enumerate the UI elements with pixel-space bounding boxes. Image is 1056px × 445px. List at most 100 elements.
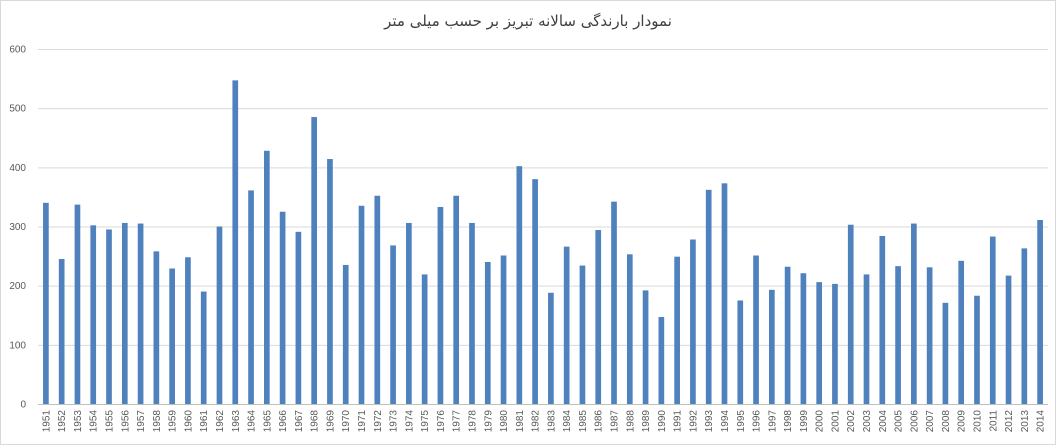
x-tick-label: 1978 [467, 410, 478, 433]
x-tick-label: 1977 [452, 410, 463, 433]
x-tick-label: 1959 [168, 410, 179, 433]
x-tick-label: 2007 [925, 410, 936, 433]
x-tick-label: 1965 [262, 410, 273, 433]
x-tick-label: 2003 [862, 410, 873, 433]
x-tick-label: 1987 [610, 410, 621, 433]
x-tick-label: 1982 [531, 410, 542, 433]
y-axis-tick-labels: 0 100 200 300 400 500 600 [9, 45, 26, 411]
bar-1952 [58, 259, 65, 404]
bar-2007 [926, 267, 933, 404]
x-axis-tick-labels: 1951 1952 1953 1954 1955 1956 1957 1958 1959 1960… [41, 410, 1046, 433]
x-tick-label: 2005 [894, 410, 905, 433]
bar-1974 [406, 222, 412, 404]
x-tick-label: 1984 [562, 410, 573, 433]
x-tick-label: 1956 [120, 410, 131, 433]
bar-1989 [642, 290, 649, 404]
x-tick-label: 1964 [247, 410, 258, 433]
x-tick-label: 1976 [436, 410, 447, 433]
x-tick-label: 2002 [846, 410, 857, 433]
x-tick-label: 1969 [325, 410, 336, 433]
bar-2006 [911, 223, 917, 404]
bar-1951 [43, 202, 49, 404]
bar-1973 [390, 245, 396, 404]
x-tick-label: 1985 [578, 410, 589, 433]
x-tick-label: 1996 [752, 410, 763, 433]
x-tick-label: 1980 [499, 410, 510, 433]
bar-1988 [626, 254, 633, 404]
x-tick-label: 1968 [310, 410, 321, 433]
x-tick-label: 1961 [199, 410, 210, 433]
bar-1967 [295, 231, 302, 404]
bars [43, 80, 1043, 405]
bar-1954 [90, 225, 97, 404]
x-tick-label: 1973 [389, 410, 400, 433]
bar-1961 [200, 291, 207, 404]
bar-1963 [232, 80, 239, 405]
bar-1966 [279, 211, 286, 404]
x-tick-label: 2001 [830, 410, 841, 433]
bar-1984 [563, 246, 570, 404]
bar-2001 [832, 283, 838, 404]
bar-1994 [721, 183, 728, 404]
x-tick-label: 1986 [594, 410, 605, 433]
x-tick-label: 1970 [341, 410, 352, 433]
bar-2004 [879, 235, 886, 404]
x-tick-label: 1966 [278, 410, 289, 433]
bar-1962 [216, 226, 223, 404]
bar-1993 [705, 189, 712, 404]
bar-2011 [989, 236, 996, 404]
bar-1955 [106, 229, 112, 404]
x-tick-label: 1954 [89, 410, 100, 433]
bar-1990 [658, 317, 665, 404]
bar-2003 [863, 274, 870, 404]
x-tick-label: 1952 [57, 410, 68, 433]
bar-1985 [579, 265, 586, 404]
x-tick-label: 1974 [404, 410, 415, 433]
bar-1980 [500, 255, 507, 404]
bar-1992 [690, 239, 696, 404]
x-tick-label: 1962 [215, 410, 226, 433]
x-tick-label: 2004 [878, 410, 889, 433]
x-tick-label: 2014 [1036, 410, 1047, 433]
bar-2005 [895, 266, 901, 404]
x-tick-label: 1967 [294, 410, 305, 433]
bar-2009 [958, 260, 965, 404]
bar-1983 [548, 292, 554, 404]
y-tick-label: 500 [9, 104, 26, 115]
bar-1969 [327, 159, 333, 404]
bar-1991 [674, 256, 680, 404]
bar-2012 [1005, 275, 1012, 404]
x-tick-label: 1951 [41, 410, 52, 433]
x-tick-label: 1972 [373, 410, 384, 433]
x-tick-label: 1999 [799, 410, 810, 433]
x-tick-label: 2011 [988, 410, 999, 432]
x-tick-label: 2012 [1004, 410, 1015, 433]
bar-2008 [942, 302, 949, 404]
bar-1997 [768, 289, 775, 404]
y-tick-label: 200 [9, 281, 26, 292]
bar-1964 [248, 190, 254, 404]
x-tick-label: 1992 [688, 410, 699, 433]
bar-1998 [784, 266, 791, 404]
x-tick-label: 2013 [1020, 410, 1031, 433]
bar-1971 [358, 205, 365, 404]
x-tick-label: 1983 [546, 410, 557, 433]
bar-2013 [1021, 248, 1028, 404]
bar-1975 [421, 274, 428, 404]
bar-2000 [816, 282, 823, 404]
bar-2014 [1037, 219, 1043, 404]
y-tick-label: 400 [9, 163, 26, 174]
x-tick-label: 1953 [73, 410, 84, 433]
bar-1982 [532, 179, 538, 404]
x-tick-label: 1994 [720, 410, 731, 433]
x-tick-label: 1990 [657, 410, 668, 433]
x-tick-label: 1993 [704, 410, 715, 433]
x-tick-label: 1981 [515, 410, 526, 433]
bar-1987 [611, 201, 617, 404]
bar-1995 [737, 300, 744, 404]
y-tick-label: 600 [9, 45, 26, 56]
x-tick-label: 1995 [736, 410, 747, 433]
bar-1959 [169, 268, 175, 404]
x-tick-label: 2008 [941, 410, 952, 433]
bar-1960 [185, 257, 191, 404]
